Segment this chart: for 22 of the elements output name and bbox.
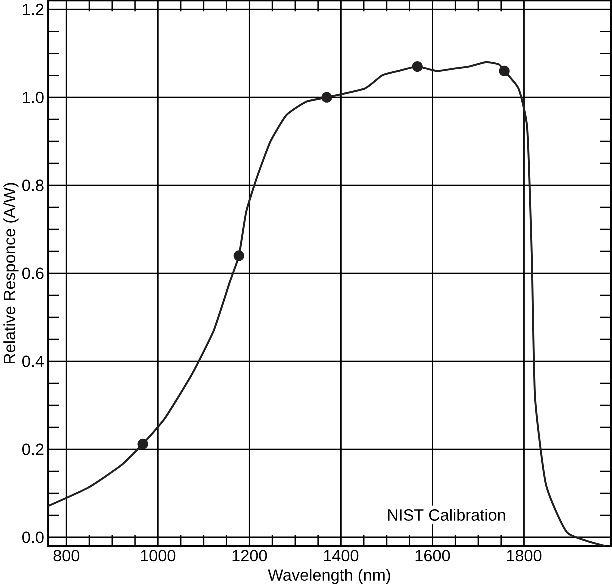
x-tick-label: 1800 — [507, 550, 542, 562]
point — [138, 438, 148, 450]
point — [412, 62, 423, 72]
y-tick-label: 0.6 — [22, 268, 44, 280]
point — [499, 66, 510, 77]
x-tick-label: 1400 — [324, 550, 359, 562]
y-tick-label: 0.8 — [22, 180, 44, 192]
x-tick-label: 800 — [54, 550, 80, 562]
x-axis-title: Wavelength (nm) — [268, 569, 390, 584]
y-tick-label: 0.0 — [22, 532, 44, 544]
y-tick-label: 1.2 — [23, 4, 44, 16]
y-tick-label: 0.2 — [22, 444, 44, 456]
point — [234, 250, 244, 262]
annotation: NIST Calibration — [388, 509, 506, 522]
y-axis-title: Relative Responce (A/W) — [4, 183, 19, 364]
y-tick-label: 1.0 — [23, 92, 44, 104]
y-tick-label: 0.4 — [22, 356, 44, 368]
point — [322, 92, 332, 103]
x-tick-label: 1000 — [141, 550, 176, 562]
line-series — [47, 61, 607, 548]
x-tick-label: 1600 — [416, 550, 450, 562]
x-tick-label: 1200 — [232, 550, 268, 562]
